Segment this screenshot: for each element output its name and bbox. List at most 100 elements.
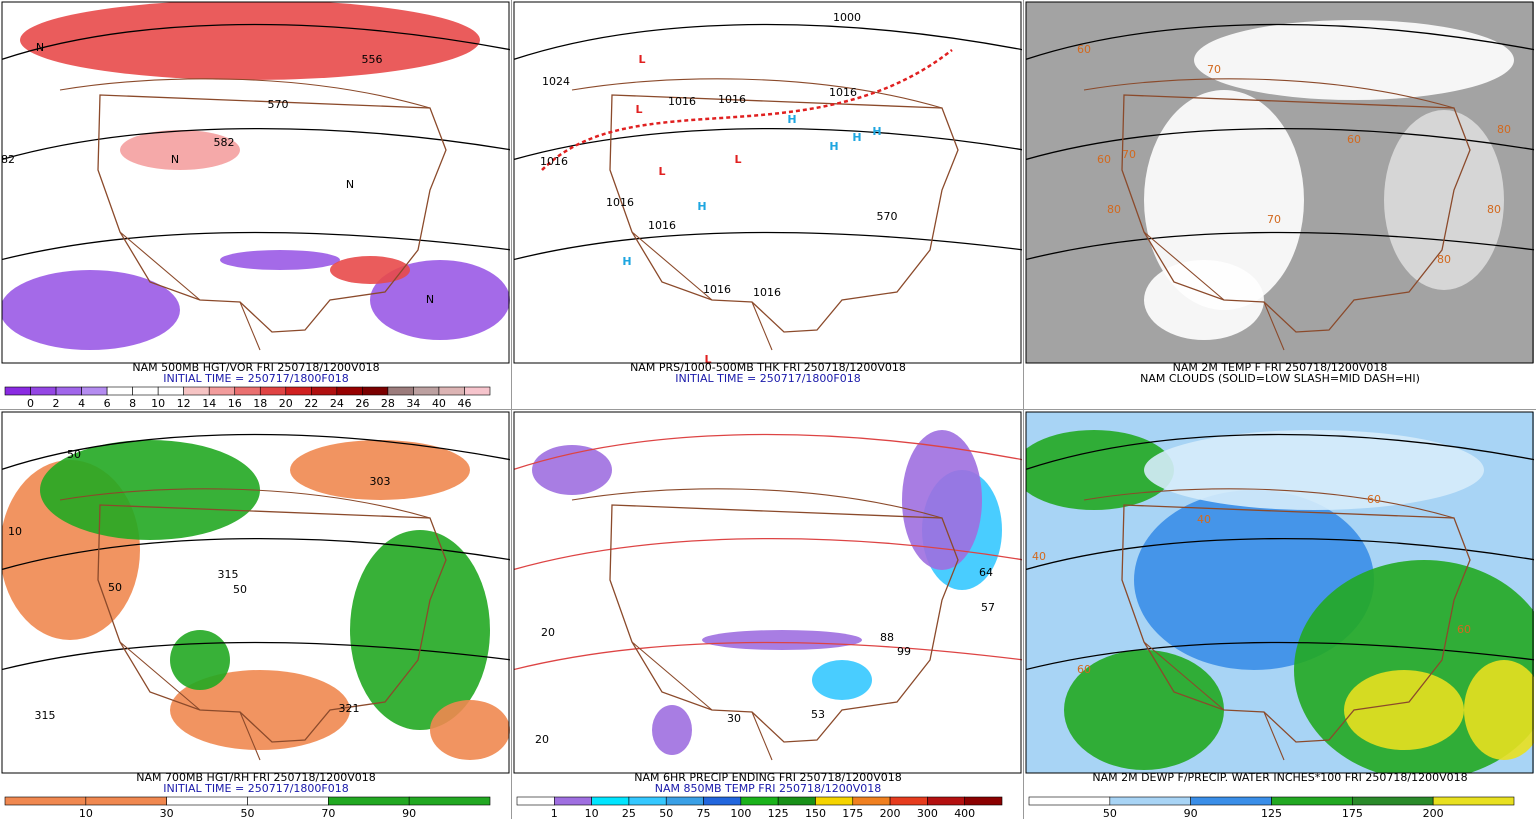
colorbar-label: 18: [253, 397, 267, 410]
contour: [514, 23, 1022, 61]
colorbar-label: 90: [1184, 807, 1198, 819]
map-label: 303: [370, 475, 391, 488]
field-area: [1064, 650, 1224, 770]
contour: [514, 433, 1022, 471]
map-label: 99: [897, 645, 911, 658]
map: 40 60 40 60 60: [1026, 412, 1534, 773]
map-label: L: [734, 153, 741, 166]
colorbar-label: 75: [697, 807, 711, 819]
colorbar-segment: [815, 796, 854, 806]
caption: NAM 2M DEWP F/PRECIP. WATER INCHES*100 F…: [1092, 771, 1467, 784]
colorbar-label: 1: [551, 807, 558, 819]
field-area: [902, 430, 982, 570]
colorbar-segment: [311, 386, 338, 396]
colorbar-segment: [285, 386, 312, 396]
border: [1083, 488, 1455, 761]
colorbar-label: 34: [406, 397, 420, 410]
panel: 1000 1024 1016 1016 1016 1016 1016 1016 1016 1016…: [513, 1, 1022, 385]
map-label: 80: [1107, 203, 1121, 216]
field-area: [430, 700, 510, 760]
colorbar-segment: [166, 796, 248, 806]
colorbar-segment: [328, 796, 410, 806]
colorbar-label: 30: [160, 807, 174, 819]
colorbar-segment: [157, 386, 184, 396]
colorbar-label: 12: [177, 397, 191, 410]
panel: 60 70 80 60 70 80 80 80 70 60 NAM 2M TEMP F FRI 25…: [1025, 1, 1534, 385]
map-label: 70: [1267, 213, 1281, 226]
contour: [2, 537, 510, 571]
field-area: [532, 445, 612, 495]
field-area: [702, 630, 862, 650]
colorbar-label: 16: [228, 397, 242, 410]
map-label: N: [36, 41, 44, 54]
map-label: L: [638, 53, 645, 66]
map-label: 50: [67, 448, 81, 461]
field-area: [1464, 660, 1534, 760]
map-label: 40: [1032, 550, 1046, 563]
contour: [2, 433, 510, 471]
colorbar-label: 400: [954, 807, 975, 819]
map-label: H: [622, 255, 631, 268]
field-area: [2, 270, 180, 350]
colorbar-segment: [665, 796, 704, 806]
colorbar-segment: [208, 386, 236, 396]
colorbar-label: 14: [202, 397, 216, 410]
field-area: [812, 660, 872, 700]
map-label: 315: [218, 568, 239, 581]
map: 1000 1024 1016 1016 1016 1016 1016 1016 1016 1016…: [514, 2, 1022, 363]
map-label: H: [787, 113, 796, 126]
border: [59, 78, 431, 351]
map-label: N: [346, 178, 354, 191]
colorbar-label: 25: [622, 807, 636, 819]
map-label: 70: [1207, 63, 1221, 76]
map-label: 60: [1077, 43, 1091, 56]
map-frame: [1025, 411, 1534, 774]
colorbar-label: 125: [768, 807, 789, 819]
contour: [1026, 127, 1534, 161]
map-label: 60: [1347, 133, 1361, 146]
front: [541, 49, 953, 171]
map-label: 50: [233, 583, 247, 596]
contour: [2, 23, 510, 61]
map-label: 1016: [540, 155, 568, 168]
caption: NAM 500MB HGT/VOR FRI 250718/1200V018: [132, 361, 379, 374]
map-label: 57: [981, 601, 995, 614]
colorbar-segment: [106, 386, 133, 396]
colorbar-label: 40: [432, 397, 446, 410]
contour: [1026, 433, 1534, 471]
border: [1083, 78, 1455, 351]
colorbar-label: 8: [129, 397, 136, 410]
field-area: [1144, 430, 1484, 510]
contour: [1026, 231, 1534, 261]
colorbar-segment: [554, 796, 592, 806]
map-frame: [1025, 1, 1534, 364]
caption: NAM PRS/1000-500MB THK FRI 250718/1200V0…: [630, 361, 906, 374]
colorbar-segment: [516, 796, 555, 806]
map-frame: [513, 1, 1022, 364]
colorbar-label: 28: [381, 397, 395, 410]
caption: NAM CLOUDS (SOLID=LOW SLASH=MID DASH=HI): [1140, 372, 1420, 385]
map-label: 1016: [703, 283, 731, 296]
caption: NAM 850MB TEMP FRI 250718/1200V018: [655, 782, 881, 795]
map-label: 582: [214, 136, 235, 149]
field-area: [1026, 430, 1174, 510]
coastline: [1121, 94, 1471, 333]
colorbar-label: 22: [304, 397, 318, 410]
colorbar-label: 175: [1342, 807, 1363, 819]
field-area: [1194, 20, 1514, 100]
colorbar-label: 50: [241, 807, 255, 819]
colorbar-label: 0: [27, 397, 34, 410]
colorbar-segment: [703, 796, 742, 806]
coastline: [609, 94, 959, 333]
border: [59, 488, 431, 761]
contour: [2, 231, 510, 261]
map-label: 1016: [829, 86, 857, 99]
map-label: H: [829, 140, 838, 153]
map-label: 570: [268, 98, 289, 111]
contour: [2, 641, 510, 671]
colorbar-label: 10: [79, 807, 93, 819]
map-label: 60: [1077, 663, 1091, 676]
map: 50 303 315 321 315 50 10 50: [2, 412, 510, 773]
colorbar-label: 70: [321, 807, 335, 819]
colorbar-segment: [889, 796, 928, 806]
